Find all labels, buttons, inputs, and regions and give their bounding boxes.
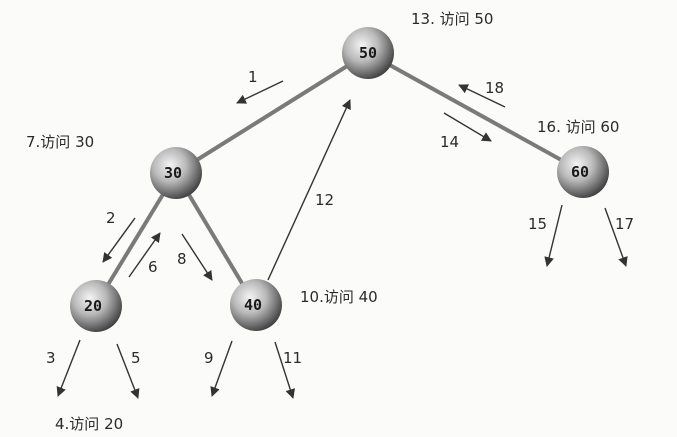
arrow-step-11 (274, 341, 295, 399)
node-50: 50 (342, 27, 394, 79)
node-20: 20 (70, 280, 122, 332)
traversal-arrows (56, 80, 628, 399)
step-number-5: 5 (131, 349, 141, 367)
edge-50-30 (174, 51, 370, 175)
visit-label-60: 16. 访问 60 (537, 118, 619, 136)
node-60-label: 60 (571, 163, 589, 181)
arrow-step-8 (181, 233, 213, 281)
arrow-step-14 (443, 112, 492, 142)
visit-label-50: 13. 访问 50 (411, 10, 493, 28)
node-40-label: 40 (244, 296, 262, 314)
step-number-12: 12 (315, 191, 334, 209)
step-number-9: 9 (204, 349, 214, 367)
step-number-6: 6 (148, 258, 158, 276)
arrow-step-15 (544, 204, 563, 267)
arrow-step-3 (56, 339, 81, 397)
step-number-11: 11 (283, 349, 302, 367)
node-40: 40 (230, 279, 282, 331)
step-number-18: 18 (485, 79, 504, 97)
visit-label-40: 10.访问 40 (300, 288, 378, 306)
arrow-step-9 (210, 340, 233, 397)
arrow-step-5 (116, 343, 140, 399)
node-20-label: 20 (84, 297, 102, 315)
step-number-17: 17 (615, 215, 634, 233)
arrow-step-18 (458, 84, 506, 108)
step-number-8: 8 (177, 250, 187, 268)
visit-label-30: 7.访问 30 (26, 133, 94, 151)
node-30-label: 30 (164, 164, 182, 182)
arrow-step-17 (604, 207, 628, 267)
step-number-2: 2 (106, 209, 116, 227)
step-number-15: 15 (528, 215, 547, 233)
node-50-label: 50 (359, 44, 377, 62)
step-number-1: 1 (248, 68, 258, 86)
arrow-step-12 (267, 99, 351, 281)
edge-50-60 (367, 51, 584, 174)
step-number-3: 3 (46, 349, 56, 367)
step-number-14: 14 (440, 133, 459, 151)
arrow-step-2 (102, 217, 136, 263)
node-60: 60 (557, 146, 609, 198)
arrow-step-6 (128, 232, 161, 278)
visit-label-20: 4.访问 20 (55, 415, 123, 433)
arrow-step-1 (236, 80, 284, 104)
node-30: 30 (150, 147, 202, 199)
